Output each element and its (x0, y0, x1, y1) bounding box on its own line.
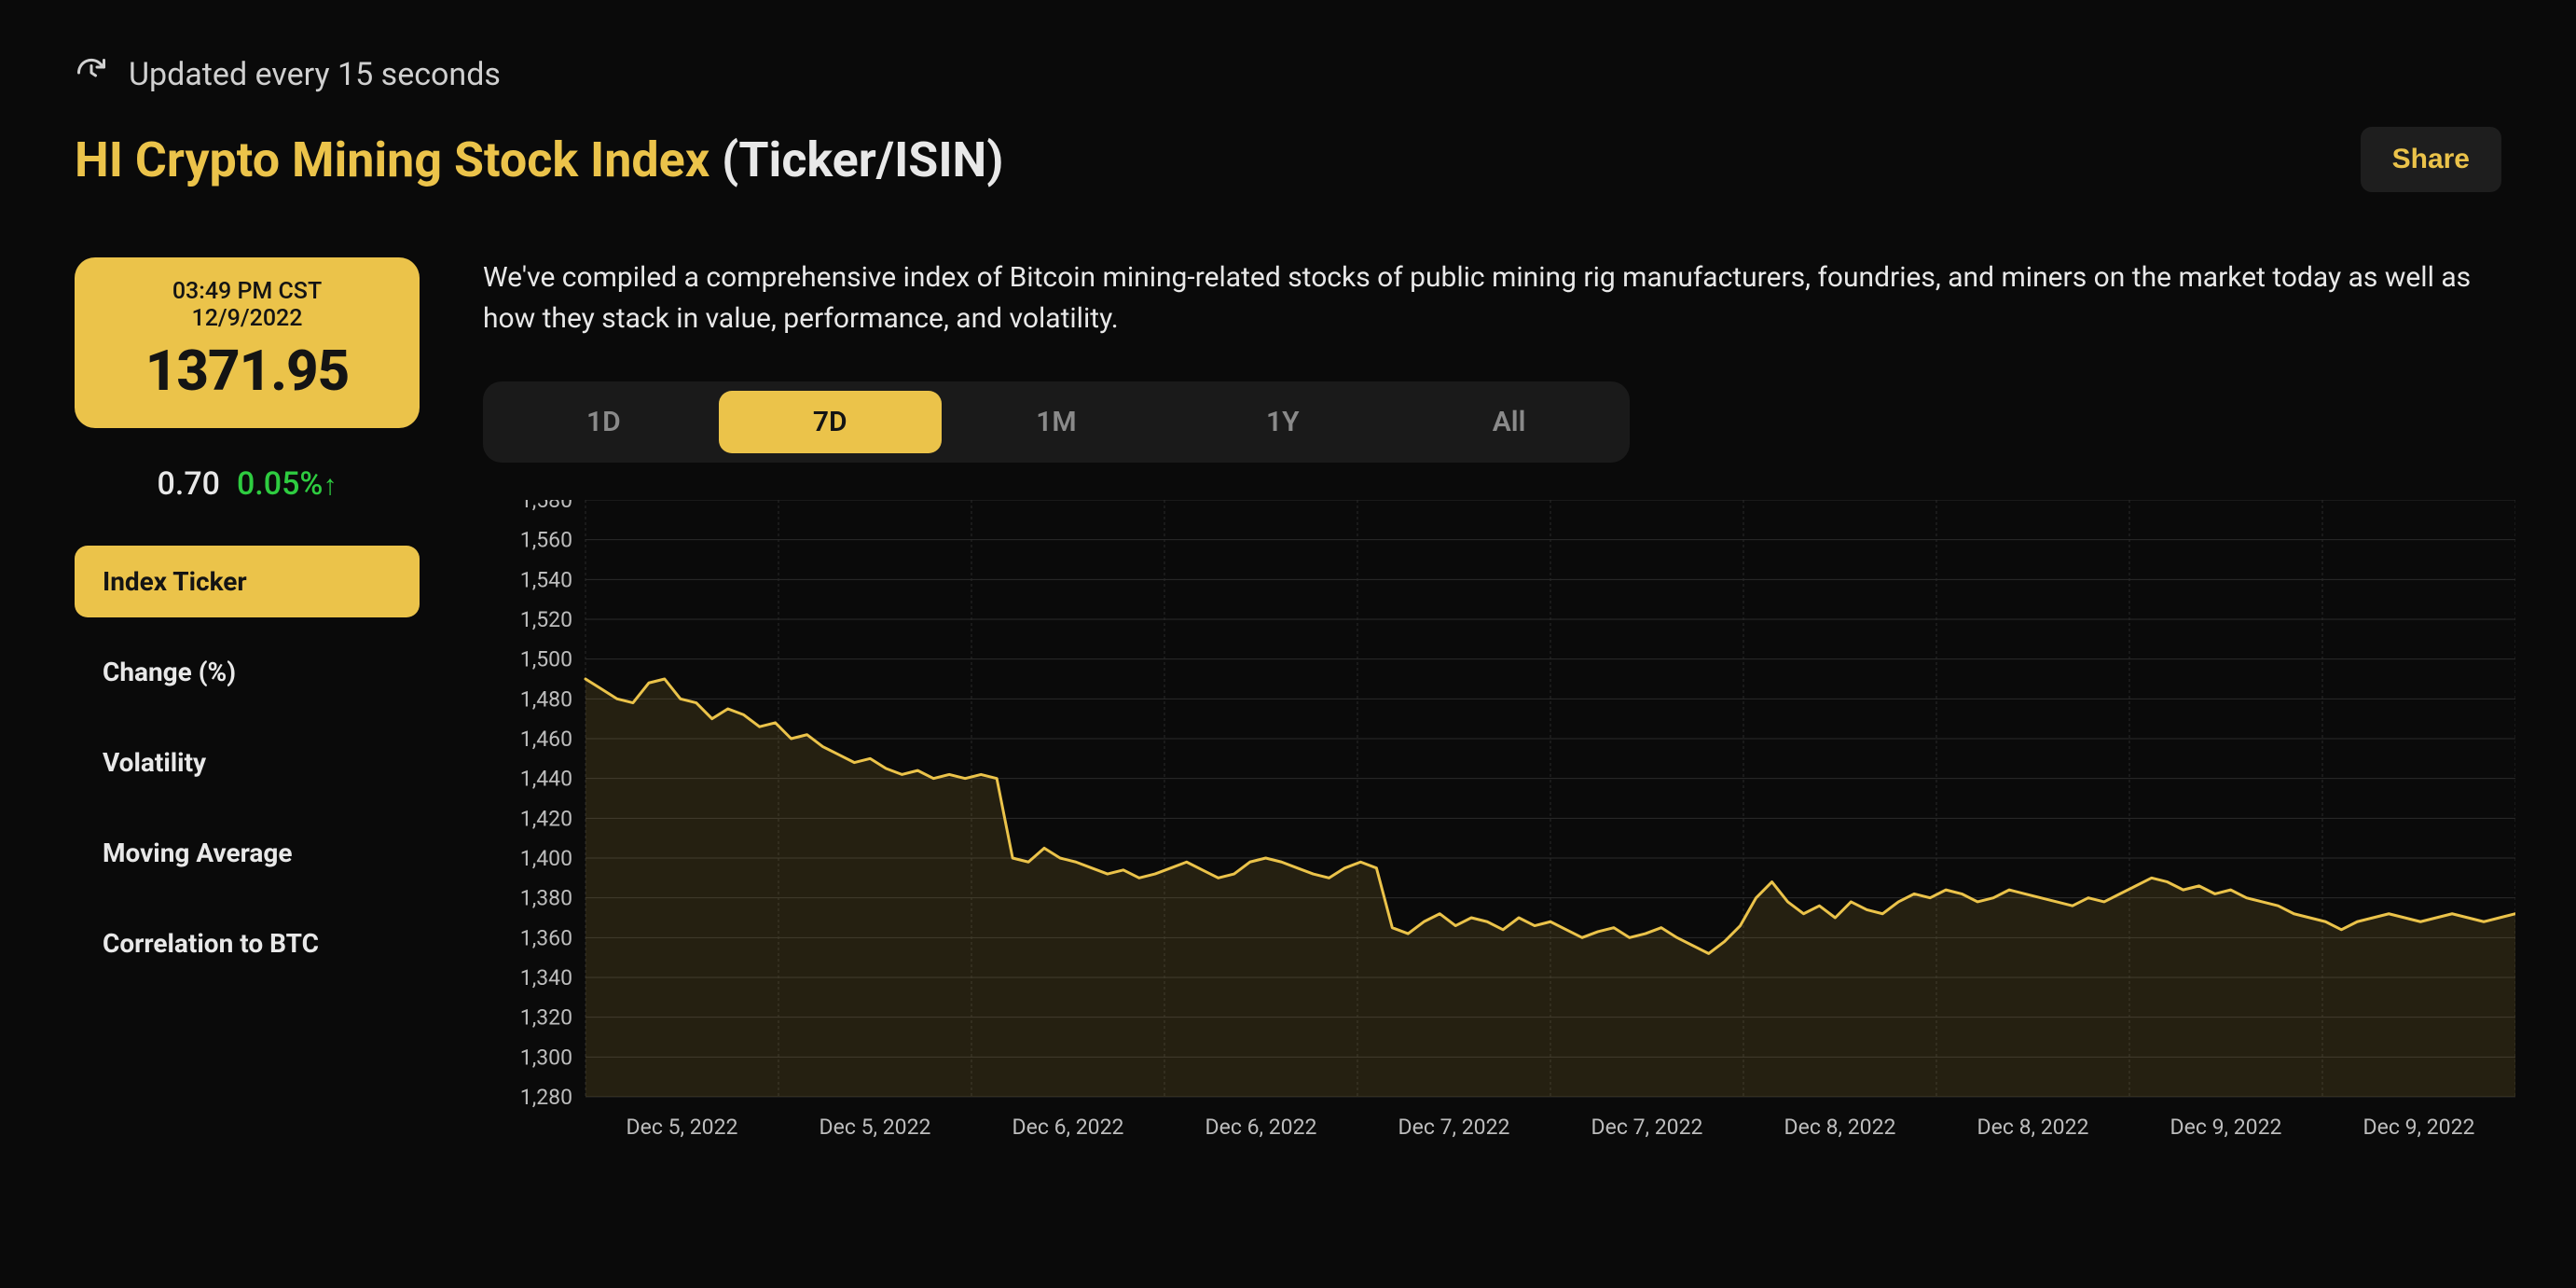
metric-list: Index Ticker Change (%) Volatility Moving A… (75, 546, 420, 979)
title-sub: (Ticker/ISIN) (722, 132, 1003, 188)
right-column: We've compiled a comprehensive index of … (483, 257, 2501, 1171)
range-btn-1d[interactable]: 1D (492, 391, 715, 453)
svg-text:1,360: 1,360 (520, 925, 572, 950)
svg-text:Dec 7, 2022: Dec 7, 2022 (1591, 1115, 1703, 1140)
svg-text:1,460: 1,460 (520, 727, 572, 752)
range-btn-1y[interactable]: 1Y (1171, 391, 1394, 453)
title-row: HI Crypto Mining Stock Index (Ticker/ISI… (75, 127, 2501, 192)
delta-percent: 0.05%↑ (237, 465, 337, 503)
svg-text:Dec 6, 2022: Dec 6, 2022 (1012, 1115, 1124, 1140)
range-btn-1m[interactable]: 1M (945, 391, 1168, 453)
value-time: 03:49 PM CST (99, 278, 395, 305)
svg-text:1,320: 1,320 (520, 1005, 572, 1031)
svg-text:Dec 9, 2022: Dec 9, 2022 (2170, 1115, 2282, 1140)
content-row: 03:49 PM CST 12/9/2022 1371.95 0.70 0.05… (75, 257, 2501, 1171)
svg-text:1,400: 1,400 (520, 846, 572, 871)
range-btn-all[interactable]: All (1398, 391, 1620, 453)
value-number: 1371.95 (99, 338, 395, 404)
svg-text:1,480: 1,480 (520, 686, 572, 712)
metric-item-volatility[interactable]: Volatility (75, 727, 420, 798)
svg-text:1,520: 1,520 (520, 607, 572, 632)
svg-text:1,440: 1,440 (520, 767, 572, 792)
delta-percent-value: 0.05% (237, 465, 323, 503)
range-btn-7d[interactable]: 7D (719, 391, 942, 453)
description-text: We've compiled a comprehensive index of … (483, 257, 2501, 339)
time-range-bar: 1D7D1M1YAll (483, 381, 1630, 463)
refresh-icon (75, 56, 108, 93)
svg-text:Dec 7, 2022: Dec 7, 2022 (1398, 1115, 1510, 1140)
title-main: HI Crypto Mining Stock Index (75, 132, 709, 188)
share-button[interactable]: Share (2361, 127, 2501, 192)
svg-text:1,340: 1,340 (520, 965, 572, 990)
chart-container: 1,580 1,560 1,540 1,520 1,500 1,480 1,460 1,440… (483, 500, 2501, 1171)
svg-text:Dec 5, 2022: Dec 5, 2022 (627, 1115, 738, 1140)
svg-text:1,560: 1,560 (520, 528, 572, 553)
svg-text:Dec 5, 2022: Dec 5, 2022 (820, 1115, 931, 1140)
left-column: 03:49 PM CST 12/9/2022 1371.95 0.70 0.05… (75, 257, 420, 1171)
svg-text:1,540: 1,540 (520, 567, 572, 592)
svg-text:Dec 8, 2022: Dec 8, 2022 (1977, 1115, 2089, 1140)
delta-absolute: 0.70 (158, 465, 220, 503)
metric-item-moving-average[interactable]: Moving Average (75, 817, 420, 889)
arrow-up-icon: ↑ (323, 469, 337, 502)
svg-text:1,280: 1,280 (520, 1085, 572, 1110)
delta-row: 0.70 0.05%↑ (75, 465, 420, 503)
svg-text:1,420: 1,420 (520, 806, 572, 831)
index-value-card: 03:49 PM CST 12/9/2022 1371.95 (75, 257, 420, 428)
update-status-row: Updated every 15 seconds (75, 56, 2501, 93)
svg-text:Dec 9, 2022: Dec 9, 2022 (2363, 1115, 2475, 1140)
metric-item-index-ticker[interactable]: Index Ticker (75, 546, 420, 617)
svg-text:1,300: 1,300 (520, 1045, 572, 1070)
svg-text:Dec 6, 2022: Dec 6, 2022 (1205, 1115, 1317, 1140)
svg-text:1,580: 1,580 (520, 500, 572, 513)
line-chart: 1,580 1,560 1,540 1,520 1,500 1,480 1,460 1,440… (483, 500, 2515, 1171)
metric-item-correlation-to-btc[interactable]: Correlation to BTC (75, 907, 420, 979)
metric-item-change-[interactable]: Change (%) (75, 636, 420, 708)
svg-text:Dec 8, 2022: Dec 8, 2022 (1784, 1115, 1896, 1140)
page-title: HI Crypto Mining Stock Index (Ticker/ISI… (75, 132, 1003, 188)
value-date: 12/9/2022 (99, 305, 395, 332)
update-text: Updated every 15 seconds (129, 56, 501, 93)
svg-text:1,500: 1,500 (520, 647, 572, 672)
svg-text:1,380: 1,380 (520, 886, 572, 911)
